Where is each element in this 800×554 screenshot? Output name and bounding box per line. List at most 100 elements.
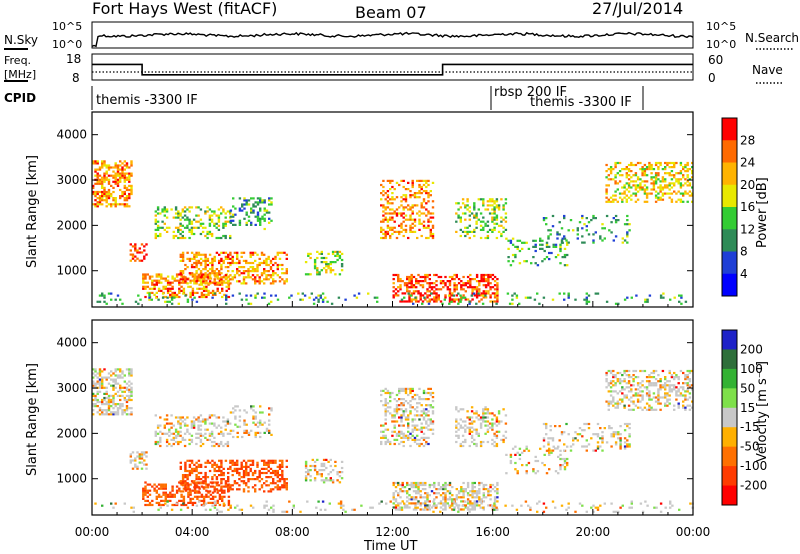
range-gate-cell — [574, 298, 577, 301]
range-gate-cell — [612, 178, 615, 181]
range-gate-cell — [322, 469, 326, 472]
range-gate-cell — [156, 212, 160, 215]
range-gate-cell — [487, 488, 490, 491]
range-gate-cell — [110, 203, 113, 206]
range-gate-cell — [612, 369, 615, 373]
range-gate-cell — [404, 410, 408, 413]
range-gate-cell — [572, 229, 575, 232]
range-gate-cell — [193, 275, 197, 278]
range-gate-cell — [114, 182, 117, 185]
range-gate-cell — [256, 201, 260, 204]
range-gate-cell — [384, 230, 387, 233]
range-gate-cell — [110, 292, 113, 295]
range-gate-cell — [419, 490, 422, 493]
range-gate-cell — [670, 390, 674, 393]
range-gate-cell — [688, 378, 692, 381]
range-gate-cell — [400, 298, 404, 301]
range-gate-cell — [413, 408, 417, 411]
range-gate-cell — [645, 188, 649, 191]
range-gate-cell — [142, 489, 145, 492]
range-gate-cell — [559, 262, 562, 265]
range-gate-cell — [168, 226, 171, 229]
range-gate-cell — [256, 478, 259, 481]
range-gate-cell — [409, 391, 412, 395]
range-gate-cell — [482, 220, 485, 223]
range-gate-cell — [211, 259, 214, 262]
range-gate-cell — [416, 424, 419, 427]
range-gate-cell — [428, 298, 431, 301]
range-gate-cell — [442, 286, 445, 289]
range-gate-cell — [545, 217, 548, 220]
range-gate-cell — [402, 414, 405, 417]
range-gate-cell — [484, 208, 487, 211]
range-gate-cell — [437, 294, 440, 297]
range-gate-cell — [143, 453, 146, 456]
range-gate-cell — [193, 282, 196, 285]
range-gate-cell — [256, 292, 259, 295]
range-gate-cell — [208, 280, 212, 283]
range-gate-cell — [657, 402, 660, 405]
range-gate-cell — [217, 216, 221, 219]
range-gate-cell — [429, 190, 432, 193]
range-gate-cell — [307, 469, 310, 472]
range-gate-cell — [218, 261, 221, 265]
range-gate-cell — [213, 255, 216, 258]
range-gate-cell — [329, 471, 332, 474]
range-gate-cell — [475, 430, 478, 433]
range-gate-cell — [96, 197, 99, 200]
range-gate-cell — [407, 434, 410, 437]
range-gate-cell — [215, 268, 219, 271]
range-gate-cell — [654, 163, 658, 167]
range-gate-cell — [234, 223, 237, 226]
range-gate-cell — [627, 382, 631, 385]
range-gate-cell — [114, 172, 117, 175]
range-gate-cell — [150, 298, 153, 301]
range-gate-cell — [632, 384, 635, 387]
range-gate-cell — [479, 236, 483, 240]
range-gate-cell — [269, 261, 273, 265]
range-gate-cell — [391, 185, 394, 189]
range-gate-cell — [220, 263, 223, 267]
range-gate-cell — [222, 432, 225, 435]
range-gate-cell — [331, 252, 335, 255]
range-gate-cell — [471, 490, 474, 493]
range-gate-cell — [484, 273, 488, 277]
range-gate-cell — [416, 236, 419, 240]
range-gate-cell — [484, 488, 488, 491]
range-gate-cell — [393, 410, 396, 413]
range-gate-cell — [402, 398, 405, 401]
range-gate-cell — [398, 224, 401, 227]
range-gate-cell — [409, 206, 412, 209]
range-gate-cell — [336, 479, 339, 482]
range-gate-cell — [101, 294, 104, 297]
range-gate-cell — [190, 426, 194, 429]
range-gate-cell — [213, 282, 216, 285]
range-gate-cell — [470, 406, 474, 409]
range-gate-cell — [223, 491, 226, 494]
range-gate-cell — [484, 496, 488, 499]
range-gate-cell — [605, 184, 608, 187]
range-gate-cell — [260, 251, 264, 254]
range-gate-cell — [431, 234, 435, 238]
range-gate-cell — [278, 463, 282, 466]
range-gate-cell — [224, 236, 227, 240]
range-gate-cell — [204, 486, 207, 489]
range-gate-cell — [630, 161, 633, 165]
range-gate-cell — [114, 164, 117, 167]
range-gate-cell — [202, 275, 206, 278]
range-gate-cell — [217, 416, 221, 419]
range-gate-cell — [666, 394, 669, 397]
range-gate-cell — [178, 489, 181, 492]
range-gate-cell — [240, 298, 244, 301]
range-gate-cell — [525, 470, 528, 473]
range-gate-cell — [439, 282, 443, 285]
range-gate-cell — [407, 236, 410, 240]
range-gate-cell — [163, 432, 166, 435]
range-gate-cell — [224, 484, 228, 487]
range-gate-cell — [221, 491, 224, 494]
range-gate-cell — [188, 438, 191, 441]
range-gate-cell — [163, 228, 166, 231]
range-gate-cell — [128, 380, 131, 383]
range-gate-cell — [92, 192, 95, 196]
range-gate-cell — [626, 422, 629, 426]
